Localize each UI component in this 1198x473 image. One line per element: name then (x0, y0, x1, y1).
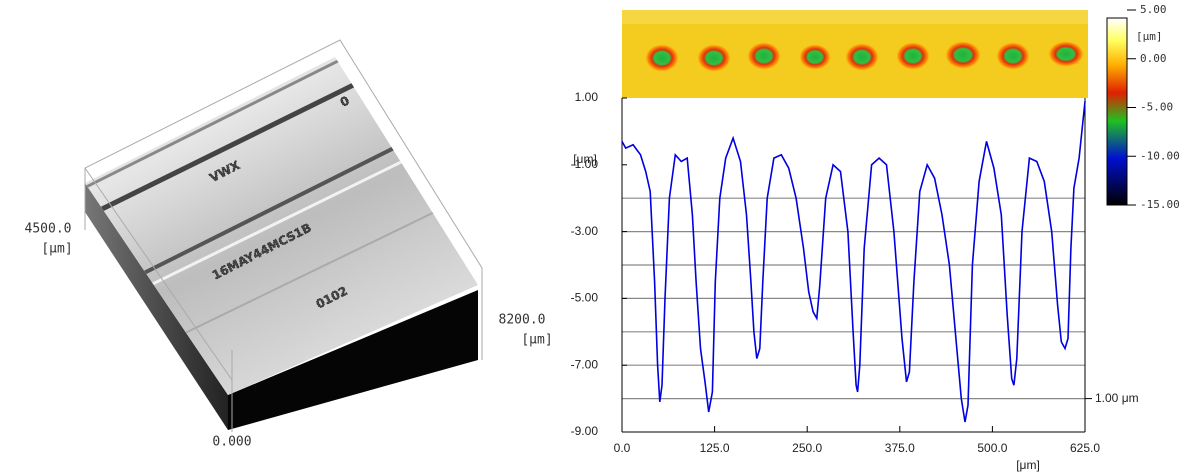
y-extent: 4500.0 (25, 222, 72, 237)
x-tick-label: 500.0 (977, 441, 1007, 455)
colorbar-label: [μm] (1136, 30, 1163, 43)
x-tick-label: 250.0 (792, 441, 822, 455)
scale-bar-label: 1.00 μm (1095, 391, 1139, 405)
y-tick-label: 1.00 (575, 90, 599, 104)
x-tick-label: 625.0 (1070, 441, 1100, 455)
colorbar-tick-label: -5.00 (1140, 101, 1173, 114)
y-tick-label: -7.00 (571, 357, 599, 371)
y-axis-label: [μm] (573, 152, 597, 166)
y-tick-label: -9.00 (571, 424, 599, 438)
x-unit: [μm] (521, 333, 552, 348)
x-tick-label: 125.0 (700, 441, 730, 455)
height-map (622, 10, 1088, 98)
surface-render (84, 39, 483, 432)
origin-label: 0.000 (212, 435, 251, 450)
x-tick-label: 375.0 (885, 441, 915, 455)
colorbar (1106, 17, 1128, 206)
x-axis-label: [μm] (1016, 458, 1040, 472)
colorbar-tick-label: -15.00 (1140, 198, 1180, 211)
y-tick-label: -3.00 (571, 224, 599, 238)
y-tick-label: -5.00 (571, 291, 599, 305)
profile-line (621, 101, 1086, 423)
x-tick-label: 0.0 (614, 441, 631, 455)
colorbar-tick-label: 0.00 (1140, 52, 1167, 65)
colorbar-tick-label: -10.00 (1140, 149, 1180, 162)
y-unit: [μm] (41, 242, 72, 257)
y-tick-label: -1.00 (571, 157, 599, 171)
x-extent: 8200.0 (499, 313, 546, 328)
colorbar-tick-label: 5.00 (1140, 3, 1167, 16)
